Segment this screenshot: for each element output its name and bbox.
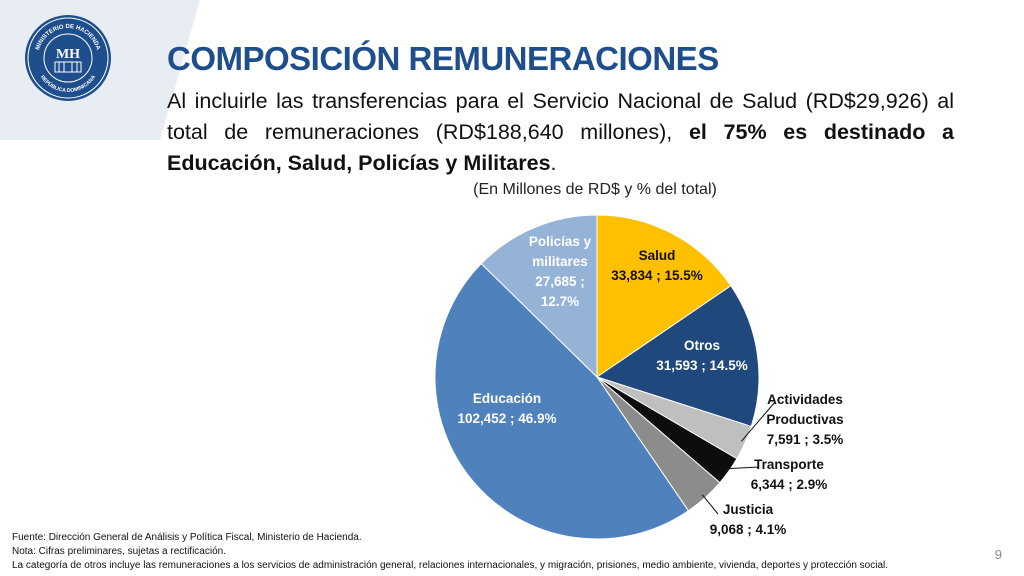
leader-line xyxy=(725,466,760,470)
intro-text: Al incluirle las transferencias para el … xyxy=(167,89,954,144)
slice-label: Salud 33,834 ; 15.5% xyxy=(611,248,703,283)
leader-line xyxy=(701,494,719,515)
slice-label: Transporte 6,344 ; 2.9% xyxy=(751,457,828,492)
seal-monogram: MH xyxy=(56,47,80,62)
slice-label: Justicia 9,068 ; 4.1% xyxy=(710,502,787,537)
preliminary-note: Nota: Cifras preliminares, sujetas a rec… xyxy=(12,546,226,557)
slice-label: Policías y militares 27,685 ; 12.7% xyxy=(529,234,592,309)
slice-label: Actividades Productivas 7,591 ; 3.5% xyxy=(766,392,843,447)
page-title: COMPOSICIÓN REMUNERACIONES xyxy=(167,40,719,77)
intro-paragraph: Al incluirle las transferencias para el … xyxy=(167,86,954,179)
page-number: 9 xyxy=(994,547,1002,562)
leader-line xyxy=(740,401,776,442)
slice-label: Educación 102,452 ; 46.9% xyxy=(457,391,556,426)
slice-label: Otros 31,593 ; 14.5% xyxy=(656,338,748,373)
intro-highlight: el 75% es destinado a Educación, Salud, … xyxy=(167,120,955,175)
ministry-seal-logo: MINISTERIO DE HACIENDA REPÚBLICA DOMINIC… xyxy=(25,15,111,101)
intro-end: . xyxy=(550,151,557,175)
category-note: La categoría de otros incluye las remune… xyxy=(12,560,889,571)
footer-notes: Fuente: Dirección General de Análisis y … xyxy=(12,531,1012,573)
pie-slice-policías-y-militares xyxy=(480,214,598,379)
pie-slice-educación xyxy=(434,262,690,540)
source-note: Fuente: Dirección General de Análisis y … xyxy=(12,532,362,543)
pie-slice-otros xyxy=(595,285,760,428)
pie-slice-salud xyxy=(596,214,732,378)
chart-subtitle: (En Millones de RD$ y % del total) xyxy=(473,181,717,198)
